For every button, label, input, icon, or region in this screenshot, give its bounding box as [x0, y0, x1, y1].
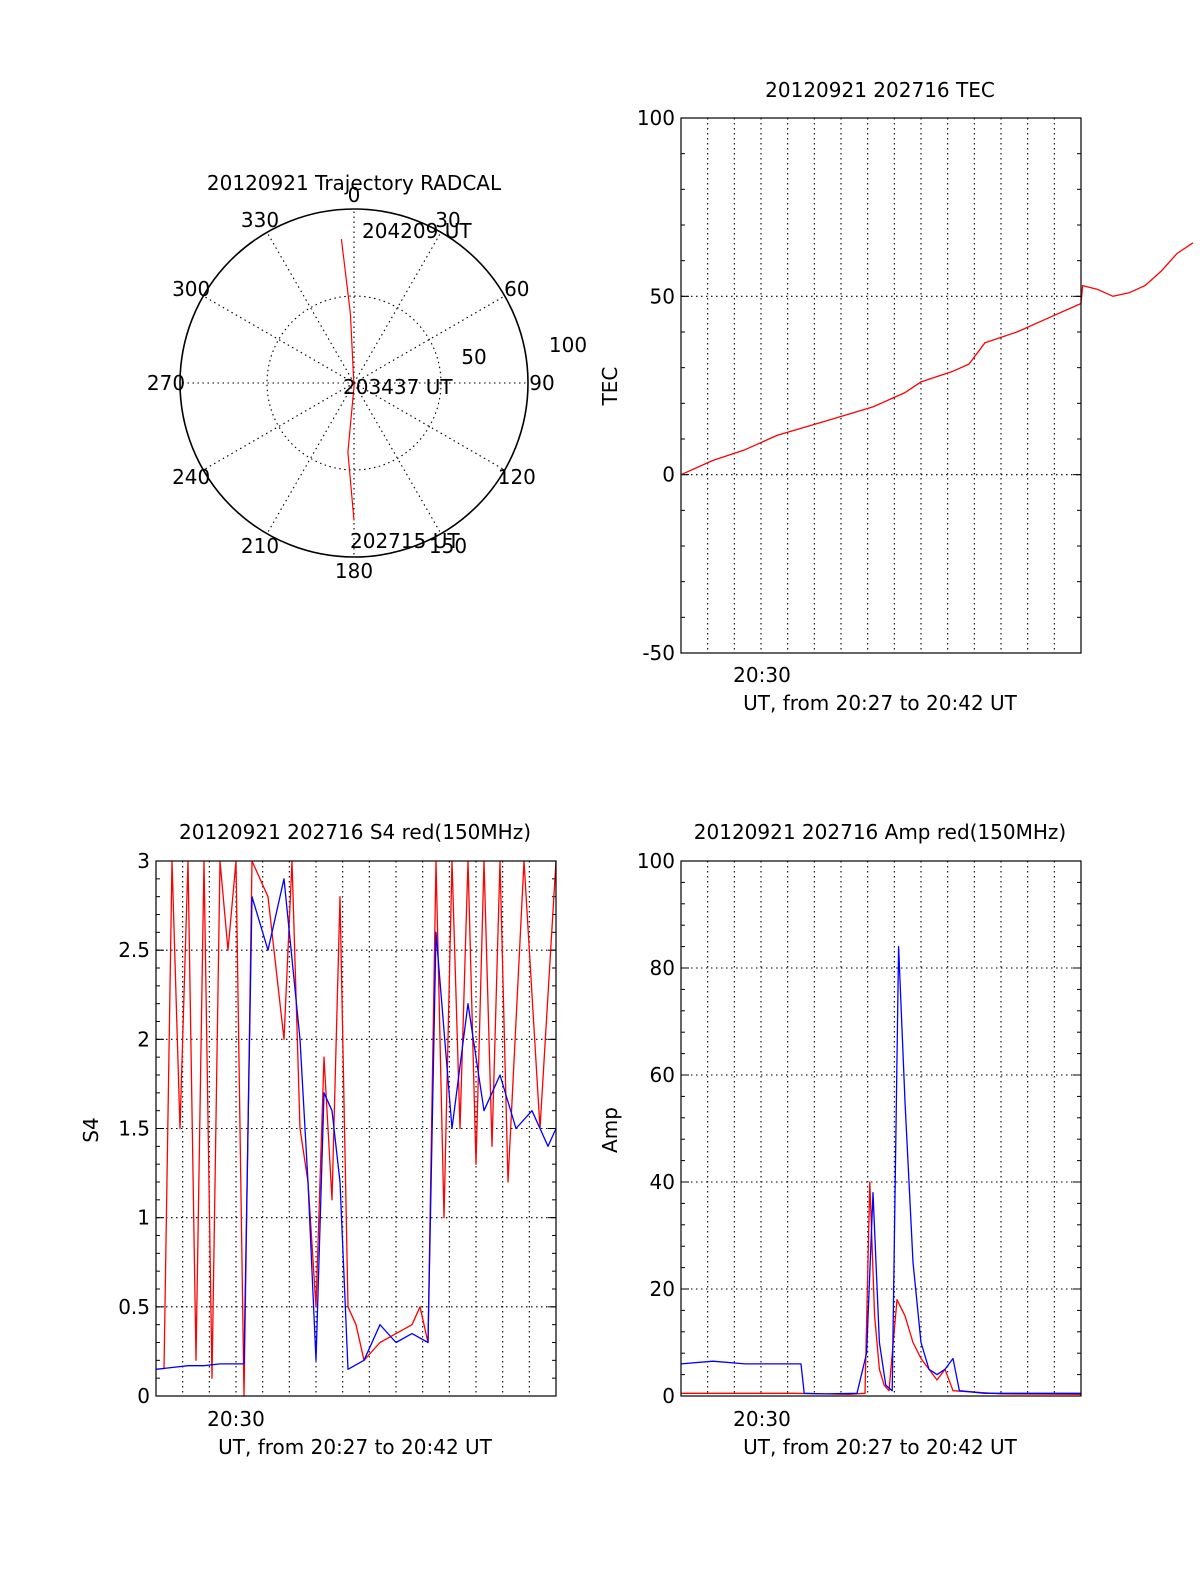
- polar-azimuth-label: 120: [498, 465, 536, 489]
- tec-grid: [681, 117, 1081, 654]
- amp-ytick-label: 100: [637, 849, 675, 873]
- tec-ytick-label: 50: [650, 284, 675, 308]
- s4-series-line-blue: [155, 878, 557, 1370]
- s4-ytick-label: 2: [137, 1027, 150, 1051]
- amp-title: 20120921 202716 Amp red(150MHz): [694, 820, 1066, 844]
- s4-y-axis-label: S4: [79, 1117, 103, 1142]
- tec-frame: [680, 117, 1082, 654]
- polar-azimuth-label: 240: [172, 465, 210, 489]
- polar-azimuth-label: 90: [529, 371, 554, 395]
- polar-azimuth-label: 270: [147, 371, 185, 395]
- polar-spoke: [353, 232, 442, 384]
- tec-ytick-label: 100: [637, 106, 675, 130]
- polar-azimuth-label: 150: [429, 534, 467, 558]
- tec-ytick-label: -50: [642, 641, 675, 665]
- tec-panel: 20120921 202716 TEC -50 0 50 100 20:30 UT, …: [598, 78, 1194, 715]
- s4-ytick-label: 1.5: [118, 1117, 150, 1141]
- tec-y-tick-labels: -50 0 50 100: [637, 106, 675, 665]
- tec-ytick-label: 0: [662, 463, 675, 487]
- polar-start-annotation: 202715 UT: [350, 529, 460, 553]
- polar-radial-labels: 50 100: [461, 333, 587, 369]
- polar-inner-circle: [266, 295, 442, 471]
- polar-azimuth-label: 180: [335, 559, 373, 583]
- polar-azimuth-label: 330: [241, 208, 279, 232]
- amp-series: [680, 945, 1082, 1396]
- polar-spoke: [353, 382, 505, 471]
- polar-spoke: [266, 232, 355, 384]
- s4-series: [155, 860, 557, 1397]
- s4-x-axis-label: UT, from 20:27 to 20:42 UT: [218, 1435, 493, 1459]
- amp-ytick-label: 60: [650, 1063, 675, 1087]
- s4-ytick-label: 0.5: [118, 1295, 150, 1319]
- s4-series-line-red: [163, 860, 557, 1397]
- polar-outer-circle: [179, 208, 529, 558]
- amp-y-tick-labels: 0 20 40 60 80 100: [637, 849, 675, 1408]
- polar-azimuth-label: 210: [241, 534, 279, 558]
- polar-azimuth-label: 0: [348, 183, 361, 207]
- s4-ytick-label: 2.5: [118, 938, 150, 962]
- polar-grid: [179, 208, 529, 558]
- polar-azimuth-label: 300: [172, 277, 210, 301]
- polar-azimuth-label: 30: [435, 208, 460, 232]
- polar-azimuth-label: 60: [504, 277, 529, 301]
- s4-y-tick-labels: 0 0.5 1 1.5 2 2.5 3: [118, 849, 150, 1408]
- polar-radial-label: 100: [549, 333, 587, 357]
- tec-y-axis-label: TEC: [598, 367, 622, 407]
- polar-middle-annotation: 203437 UT: [343, 375, 453, 399]
- s4-frame: [155, 860, 557, 1397]
- polar-trajectory-series: [340, 239, 355, 521]
- amp-ytick-label: 0: [662, 1384, 675, 1408]
- s4-panel: 20120921 202716 S4 red(150MHz) 0 0.5 1 1.5 2…: [79, 820, 557, 1459]
- amp-ytick-label: 40: [650, 1170, 675, 1194]
- polar-trajectory-panel: 20120921 Trajectory RADCAL 0 30 60 90 120 150…: [147, 171, 587, 583]
- amp-panel: 20120921 202716 Amp red(150MHz) 0 20 40 60 8…: [598, 820, 1082, 1459]
- amp-ytick-label: 20: [650, 1277, 675, 1301]
- tec-series-line-red: [680, 242, 1194, 476]
- polar-spoke: [203, 382, 355, 471]
- s4-ytick-label: 0: [137, 1384, 150, 1408]
- s4-ytick-label: 1: [137, 1206, 150, 1230]
- polar-spoke: [266, 382, 355, 534]
- s4-ytick-label: 3: [137, 849, 150, 873]
- amp-x-axis-label: UT, from 20:27 to 20:42 UT: [743, 1435, 1018, 1459]
- polar-trajectory-line: [340, 239, 355, 521]
- amp-y-axis-label: Amp: [598, 1107, 622, 1153]
- polar-spoke: [353, 295, 505, 384]
- tec-series: [680, 242, 1194, 476]
- polar-title: 20120921 Trajectory RADCAL: [207, 171, 502, 195]
- s4-x-tick-label: 20:30: [207, 1407, 265, 1431]
- tec-x-axis-label: UT, from 20:27 to 20:42 UT: [743, 691, 1018, 715]
- polar-azimuth-labels: 0 30 60 90 120 150 180 210 240 270 300 330: [147, 183, 555, 583]
- polar-spoke: [203, 295, 355, 384]
- polar-radial-label: 50: [461, 345, 486, 369]
- amp-ytick-label: 80: [650, 956, 675, 980]
- tec-x-tick-label: 20:30: [733, 663, 791, 687]
- s4-title: 20120921 202716 S4 red(150MHz): [179, 820, 531, 844]
- tec-title: 20120921 202716 TEC: [765, 78, 995, 102]
- polar-spoke: [353, 382, 442, 534]
- amp-grid: [681, 860, 1081, 1397]
- amp-series-line-blue: [680, 945, 1081, 1395]
- amp-frame: [680, 860, 1082, 1397]
- s4-grid: [156, 860, 556, 1397]
- amp-x-tick-label: 20:30: [733, 1407, 791, 1431]
- polar-end-annotation: 204209 UT: [362, 219, 472, 243]
